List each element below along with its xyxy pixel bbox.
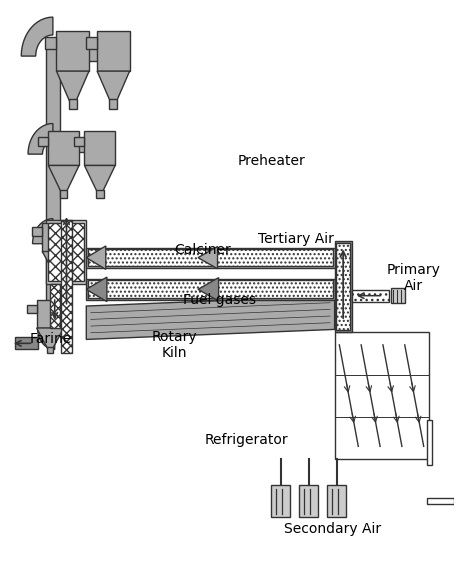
Bar [45, 38, 57, 49]
Bar [96, 189, 104, 197]
Bar [86, 38, 97, 49]
Bar [57, 30, 89, 71]
Bar [60, 43, 61, 56]
Bar [53, 271, 60, 278]
Bar [88, 280, 333, 298]
Bar [335, 241, 352, 332]
Bar [352, 289, 389, 302]
Bar [271, 485, 290, 518]
Polygon shape [198, 278, 218, 301]
Bar [32, 228, 43, 235]
Polygon shape [86, 246, 106, 269]
Polygon shape [48, 165, 79, 197]
Polygon shape [37, 328, 64, 353]
Text: Fuel gases: Fuel gases [183, 293, 256, 307]
Bar [427, 420, 432, 465]
Polygon shape [28, 124, 53, 154]
Bar [60, 189, 67, 197]
Text: Primary
Air: Primary Air [387, 263, 441, 293]
Bar [38, 312, 60, 321]
Bar [110, 99, 117, 108]
Text: Secondary Air: Secondary Air [284, 522, 381, 536]
Bar [74, 137, 85, 146]
Polygon shape [43, 252, 72, 278]
Bar [48, 223, 84, 281]
Bar [391, 288, 405, 303]
Bar [87, 47, 99, 61]
Bar [336, 243, 350, 330]
Bar [47, 347, 53, 353]
Bar [48, 131, 79, 165]
Bar [37, 137, 48, 146]
Text: Farine: Farine [30, 333, 72, 346]
Bar [86, 248, 335, 268]
Bar [61, 220, 72, 353]
Bar [86, 279, 335, 300]
Bar [50, 284, 60, 328]
Bar [37, 301, 64, 328]
Text: Rotary
Kiln: Rotary Kiln [152, 330, 197, 360]
Polygon shape [37, 328, 55, 350]
Polygon shape [198, 247, 218, 269]
Polygon shape [86, 277, 107, 302]
Bar [335, 332, 430, 459]
Bar [299, 485, 319, 518]
Bar [85, 131, 115, 165]
Bar [46, 42, 60, 325]
Text: Tertiary Air: Tertiary Air [258, 232, 334, 246]
Text: Preheater: Preheater [238, 155, 305, 169]
Bar [327, 485, 346, 518]
Polygon shape [85, 165, 115, 197]
Polygon shape [57, 71, 89, 108]
Polygon shape [97, 71, 130, 108]
Bar [69, 99, 77, 108]
Text: Refrigerator: Refrigerator [205, 433, 288, 447]
Bar [27, 305, 37, 313]
Polygon shape [86, 296, 335, 339]
Bar [88, 250, 333, 266]
Bar [52, 143, 60, 154]
Bar [44, 234, 60, 244]
Polygon shape [32, 219, 53, 244]
Text: Calciner: Calciner [174, 243, 231, 257]
Bar [78, 141, 86, 152]
Bar [43, 223, 72, 252]
Bar [427, 498, 454, 504]
Bar [97, 30, 130, 71]
Bar [46, 220, 86, 284]
Bar [16, 337, 37, 350]
Polygon shape [21, 17, 53, 56]
